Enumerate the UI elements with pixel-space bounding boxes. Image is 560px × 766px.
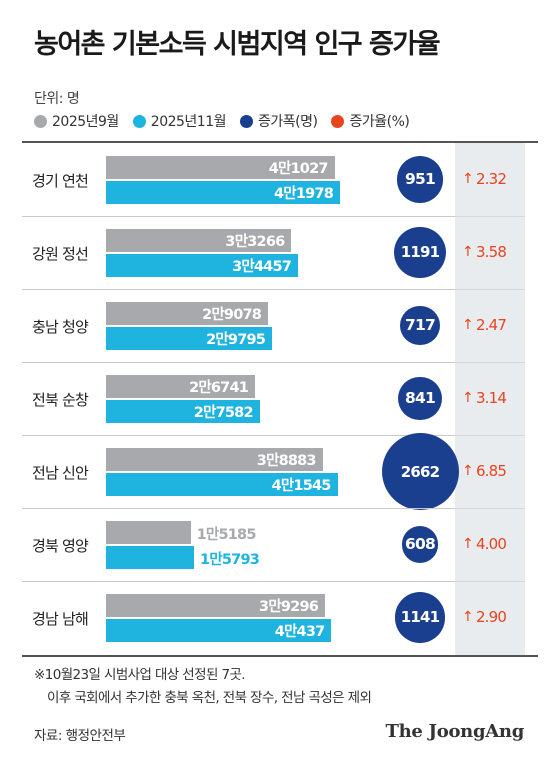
row-separator	[22, 216, 455, 217]
row-separator	[22, 362, 455, 363]
legend-swatch-sep	[34, 114, 47, 128]
source-label: 자료: 행정안전부	[34, 728, 126, 744]
increase-bubble: 717	[400, 305, 440, 346]
unit-label: 단위: 명	[34, 91, 80, 107]
row-separator	[22, 508, 455, 509]
legend-label-nov: 2025년11월	[150, 114, 227, 130]
bar-nov: 3만4457	[106, 254, 299, 277]
legend-swatch-increase	[240, 114, 254, 128]
bar-sep-label: 1만5185	[196, 527, 257, 543]
publisher-logo: The JoongAng	[385, 721, 525, 742]
rate-value: ↑ 2.47	[462, 316, 522, 334]
rate-row-separator	[455, 508, 525, 509]
region-label: 전북 순창	[32, 390, 89, 409]
row-separator	[22, 435, 455, 436]
up-arrow-icon: ↑	[462, 389, 474, 406]
rate-number: 2.90	[475, 607, 507, 626]
region-label: 강원 정선	[32, 244, 89, 263]
bar-sep: 2만9078	[106, 302, 269, 325]
bar-nov: 2만9795	[106, 327, 273, 350]
legend-item-rate: 증가율(%)	[331, 111, 410, 131]
up-arrow-icon: ↑	[462, 535, 474, 552]
row-separator	[22, 289, 455, 290]
legend-item-sep: 2025년9월	[34, 111, 119, 131]
bar-nov-label: 1만5793	[200, 552, 260, 568]
up-arrow-icon: ↑	[462, 462, 474, 479]
rate-value: ↑ 2.32	[462, 170, 522, 188]
rate-row-separator	[455, 216, 525, 217]
rate-value: ↑ 2.90	[462, 608, 522, 626]
rate-number: 6.85	[475, 461, 507, 480]
rate-value: ↑ 6.85	[462, 462, 522, 480]
increase-bubble: 2662	[381, 433, 459, 510]
bar-nov: 4만1545	[106, 473, 338, 496]
rate-number: 4.00	[475, 534, 507, 553]
rate-value: ↑ 4.00	[462, 535, 522, 553]
bar-sep: 3만8883	[106, 448, 323, 471]
legend-label-rate: 증가율(%)	[349, 114, 410, 130]
region-label: 경남 남해	[32, 609, 89, 628]
increase-bubble: 841	[398, 376, 442, 421]
bar-nov	[106, 546, 195, 569]
rate-row-separator	[455, 289, 525, 290]
rate-number: 3.14	[475, 388, 507, 407]
footnote-line-1: ※10월23일 시범사업 대상 선정된 7곳.	[34, 667, 246, 683]
legend-swatch-nov	[132, 114, 146, 128]
up-arrow-icon: ↑	[462, 608, 474, 625]
header-rule	[22, 141, 538, 143]
up-arrow-icon: ↑	[462, 316, 474, 333]
legend: 2025년9월 2025년11월 증가폭(명) 증가율(%)	[34, 111, 423, 131]
bar-nov: 4만1978	[106, 181, 340, 204]
bar-sep: 4만1027	[106, 156, 335, 179]
footnote: ※10월23일 시범사업 대상 선정된 7곳. 이후 국회에서 추가한 충북 옥…	[34, 664, 372, 710]
bar-nov: 4만437	[106, 619, 332, 642]
chart-title: 농어촌 기본소득 시범지역 인구 증가율	[34, 29, 441, 60]
row-separator	[22, 581, 455, 582]
rate-column-background	[455, 143, 525, 656]
legend-label-increase: 증가폭(명)	[258, 114, 318, 130]
legend-swatch-rate	[331, 114, 345, 128]
rate-row-separator	[455, 435, 525, 436]
rate-value: ↑ 3.58	[462, 243, 522, 261]
up-arrow-icon: ↑	[462, 170, 474, 187]
rate-row-separator	[455, 362, 525, 363]
bar-sep: 2만6741	[106, 375, 256, 398]
legend-label-sep: 2025년9월	[52, 114, 119, 130]
increase-bubble: 951	[396, 156, 443, 203]
rate-row-separator	[455, 581, 525, 582]
increase-bubble: 1141	[394, 592, 446, 643]
region-label: 충남 청양	[32, 317, 89, 336]
increase-bubble: 1191	[394, 226, 446, 279]
rate-number: 3.58	[475, 242, 507, 261]
legend-item-nov: 2025년11월	[132, 111, 227, 131]
rate-number: 2.47	[475, 315, 507, 334]
region-label: 경기 연천	[32, 171, 89, 190]
bar-nov: 2만7582	[106, 400, 260, 423]
bar-sep: 3만9296	[106, 594, 326, 617]
bar-sep	[106, 521, 191, 544]
region-label: 경북 영양	[32, 536, 89, 555]
rate-value: ↑ 3.14	[462, 389, 522, 407]
region-label: 전남 신안	[32, 463, 89, 482]
legend-item-increase: 증가폭(명)	[240, 111, 318, 131]
up-arrow-icon: ↑	[462, 243, 474, 260]
bottom-rule	[22, 655, 538, 657]
bar-sep: 3만3266	[106, 229, 292, 252]
increase-bubble: 608	[401, 526, 439, 563]
footnote-line-2: 이후 국회에서 추가한 충북 옥천, 전북 장수, 전남 곡성은 제외	[47, 690, 372, 706]
rate-number: 2.32	[475, 169, 507, 188]
